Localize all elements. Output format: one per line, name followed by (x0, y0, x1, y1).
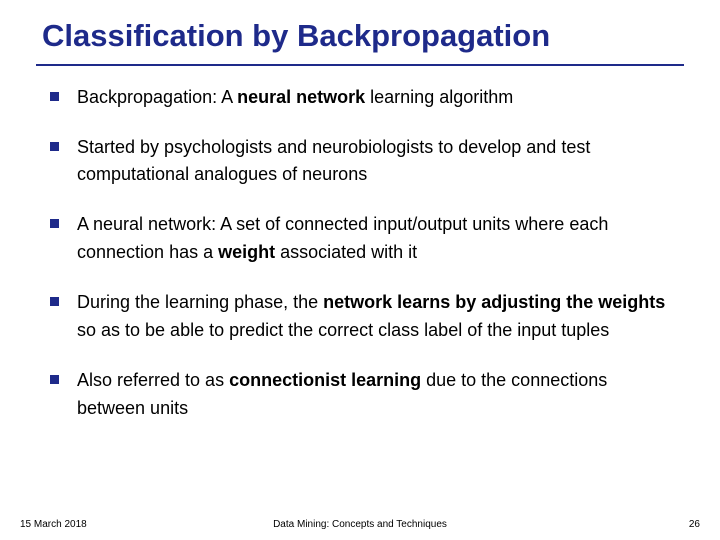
footer-date: 15 March 2018 (20, 519, 87, 530)
footer-center: Data Mining: Concepts and Techniques (273, 519, 447, 530)
footer-page-number: 26 (689, 519, 700, 530)
bullet-text: A neural network: A set of connected inp… (77, 211, 676, 267)
square-bullet-icon (50, 219, 59, 228)
footer: 15 March 2018 Data Mining: Concepts and … (0, 519, 720, 530)
square-bullet-icon (50, 375, 59, 384)
square-bullet-icon (50, 92, 59, 101)
slide: Classification by Backpropagation Backpr… (0, 0, 720, 540)
list-item: During the learning phase, the network l… (50, 289, 676, 345)
square-bullet-icon (50, 142, 59, 151)
square-bullet-icon (50, 297, 59, 306)
list-item: A neural network: A set of connected inp… (50, 211, 676, 267)
bullet-text: Started by psychologists and neurobiolog… (77, 134, 676, 190)
list-item: Also referred to as connectionist learni… (50, 367, 676, 423)
title-underline (36, 64, 684, 66)
page-title: Classification by Backpropagation (36, 18, 684, 54)
list-item: Started by psychologists and neurobiolog… (50, 134, 676, 190)
bullet-text: During the learning phase, the network l… (77, 289, 676, 345)
bullet-text: Also referred to as connectionist learni… (77, 367, 676, 423)
list-item: Backpropagation: A neural network learni… (50, 84, 676, 112)
bullet-text: Backpropagation: A neural network learni… (77, 84, 676, 112)
bullet-list: Backpropagation: A neural network learni… (36, 84, 684, 423)
